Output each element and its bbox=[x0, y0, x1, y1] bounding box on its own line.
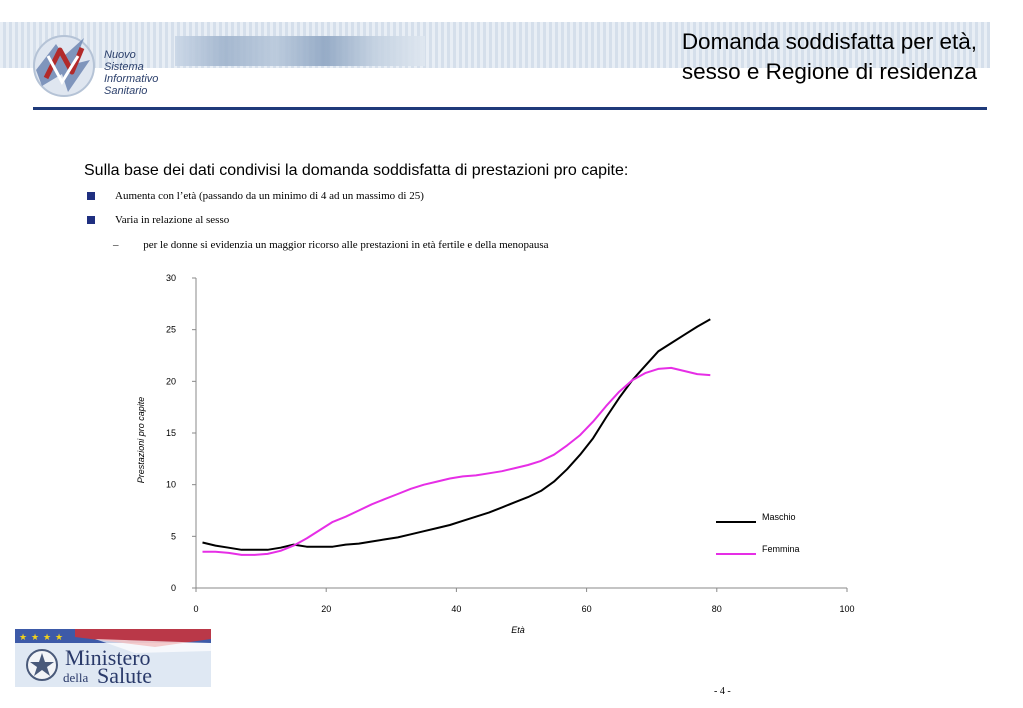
header-photo-strip bbox=[175, 36, 425, 66]
bullet-text: Varia in relazione al sesso bbox=[115, 214, 230, 226]
page-number: - 4 - bbox=[714, 686, 731, 697]
chart-series bbox=[202, 318, 711, 556]
square-bullet-icon bbox=[87, 216, 95, 224]
x-tick-label: 80 bbox=[712, 604, 722, 614]
series-line-maschio bbox=[202, 318, 711, 551]
ministero-logo: ★ ★ ★ ★ Ministero della Salute bbox=[15, 629, 211, 687]
ministero-line-2: della bbox=[63, 670, 88, 685]
logo-line: Nuovo bbox=[104, 49, 136, 61]
legend-label: Femmina bbox=[762, 544, 800, 554]
title-line-1: Domanda soddisfatta per età, bbox=[681, 29, 977, 54]
bullet-item: Aumenta con l’età (passando da un minimo… bbox=[87, 190, 424, 202]
y-tick-label: 25 bbox=[166, 325, 176, 335]
bullet-text: Aumenta con l’età (passando da un minimo… bbox=[115, 190, 424, 202]
svg-text:★: ★ bbox=[55, 633, 63, 643]
x-axis-label: Età bbox=[511, 625, 525, 635]
svg-text:★: ★ bbox=[19, 633, 27, 643]
nsis-logo-icon bbox=[33, 35, 95, 97]
y-tick-label: 0 bbox=[171, 583, 176, 593]
svg-text:★: ★ bbox=[31, 633, 39, 643]
y-tick-label: 15 bbox=[166, 428, 176, 438]
header-band bbox=[0, 22, 990, 68]
intro-text: Sulla base dei dati condivisi la domanda… bbox=[84, 162, 629, 179]
ministero-line-3: Salute bbox=[97, 663, 152, 687]
x-tick-label: 100 bbox=[839, 604, 854, 614]
ministero-line-1: Ministero bbox=[65, 645, 151, 670]
dash-bullet-icon: – bbox=[113, 239, 119, 251]
series-line-femmina bbox=[202, 366, 711, 556]
y-tick-label: 5 bbox=[171, 531, 176, 541]
svg-text:★: ★ bbox=[43, 633, 51, 643]
x-tick-label: 20 bbox=[321, 604, 331, 614]
bullet-item: Varia in relazione al sesso bbox=[87, 214, 229, 226]
logo-line: Informativo bbox=[104, 73, 159, 85]
y-tick-label: 20 bbox=[166, 376, 176, 386]
legend-label: Maschio bbox=[762, 512, 796, 522]
x-tick-label: 60 bbox=[582, 604, 592, 614]
y-tick-label: 30 bbox=[166, 273, 176, 283]
x-tick-label: 0 bbox=[193, 604, 198, 614]
sub-bullet-item: – per le donne si evidenzia un maggior r… bbox=[113, 239, 549, 251]
square-bullet-icon bbox=[87, 192, 95, 200]
logo-line: Sanitario bbox=[104, 85, 148, 97]
y-axis-label: Prestazioni pro capite bbox=[136, 397, 146, 484]
nsis-logo-text: Nuovo Sistema Informativo Sanitario bbox=[104, 49, 158, 97]
x-tick-label: 40 bbox=[451, 604, 461, 614]
sub-bullet-text: per le donne si evidenzia un maggior ric… bbox=[143, 239, 549, 251]
y-tick-label: 10 bbox=[166, 480, 176, 490]
header-rule bbox=[33, 107, 987, 110]
logo-line: Sistema bbox=[104, 61, 144, 73]
page-title: Domanda soddisfatta per età, sesso e Reg… bbox=[682, 27, 977, 87]
title-line-2: sesso e Regione di residenza bbox=[681, 59, 977, 84]
chart-axes: 0 5 10 15 20 25 30 0 20 40 60 80 100 bbox=[166, 273, 855, 614]
chart-legend: Maschio Femmina bbox=[716, 512, 800, 555]
